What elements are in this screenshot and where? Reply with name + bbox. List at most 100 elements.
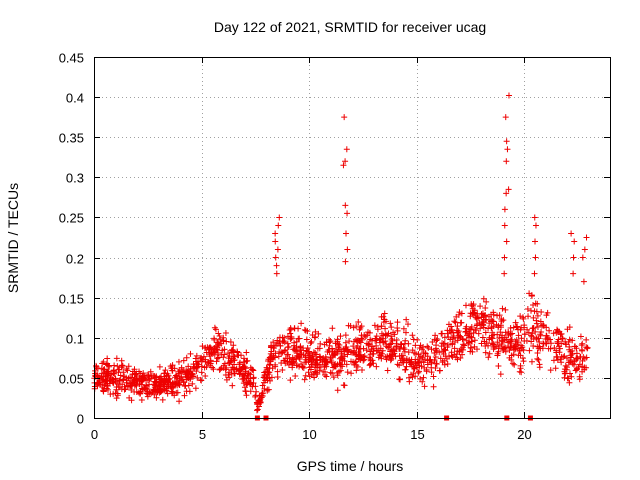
grid-lines bbox=[94, 57, 610, 418]
data-point bbox=[501, 270, 508, 277]
data-point bbox=[508, 336, 515, 343]
data-point bbox=[502, 306, 509, 313]
data-point bbox=[149, 388, 156, 395]
data-point bbox=[441, 334, 448, 341]
data-point bbox=[431, 350, 438, 357]
data-point bbox=[247, 381, 254, 388]
data-point bbox=[156, 363, 163, 370]
data-point bbox=[163, 385, 170, 392]
data-point bbox=[120, 369, 127, 376]
data-point bbox=[387, 348, 394, 355]
data-point bbox=[521, 331, 528, 338]
data-point bbox=[503, 190, 510, 197]
data-point bbox=[344, 210, 351, 217]
y-tick-label: 0.4 bbox=[66, 91, 84, 106]
data-point bbox=[493, 321, 500, 328]
data-point bbox=[123, 379, 130, 386]
data-point bbox=[488, 316, 495, 323]
data-point bbox=[470, 330, 477, 336]
data-point bbox=[98, 365, 105, 372]
data-point bbox=[286, 355, 293, 362]
data-point bbox=[353, 323, 360, 330]
data-point bbox=[303, 336, 310, 343]
data-point bbox=[448, 329, 455, 336]
data-point bbox=[482, 304, 489, 311]
data-point bbox=[448, 349, 455, 356]
data-point bbox=[254, 406, 261, 413]
data-point bbox=[121, 373, 128, 380]
data-point bbox=[167, 363, 174, 370]
data-point bbox=[505, 186, 512, 193]
data-point bbox=[557, 356, 564, 363]
data-point bbox=[482, 349, 489, 356]
data-point bbox=[306, 350, 313, 357]
chart-title: Day 122 of 2021, SRMTID for receiver uca… bbox=[214, 19, 486, 35]
data-point bbox=[293, 344, 300, 351]
data-point bbox=[432, 347, 439, 354]
data-point bbox=[185, 363, 192, 370]
data-point bbox=[409, 347, 416, 354]
data-point bbox=[579, 357, 586, 364]
data-point bbox=[242, 388, 249, 395]
data-point bbox=[449, 341, 456, 348]
data-point bbox=[327, 369, 334, 376]
data-point bbox=[272, 254, 279, 261]
data-point bbox=[142, 386, 149, 393]
data-point bbox=[380, 339, 387, 346]
data-point bbox=[515, 332, 522, 339]
data-point bbox=[387, 320, 394, 327]
data-point bbox=[353, 367, 360, 374]
data-point bbox=[526, 347, 533, 354]
data-point bbox=[285, 343, 292, 350]
x-tick-label: 20 bbox=[517, 427, 531, 442]
data-point bbox=[300, 351, 307, 358]
data-point bbox=[517, 362, 524, 369]
data-point bbox=[342, 158, 349, 165]
data-point bbox=[467, 348, 474, 355]
data-point bbox=[260, 374, 267, 381]
data-point bbox=[570, 254, 577, 261]
data-point bbox=[583, 344, 590, 351]
data-point bbox=[531, 270, 538, 277]
data-point bbox=[194, 374, 201, 381]
data-point bbox=[100, 387, 107, 394]
data-point bbox=[210, 350, 217, 357]
data-point bbox=[416, 355, 423, 362]
data-point bbox=[505, 343, 512, 350]
data-point bbox=[414, 336, 421, 343]
data-point bbox=[135, 389, 142, 396]
data-point bbox=[584, 344, 591, 351]
data-point bbox=[498, 318, 505, 325]
x-axis-label: GPS time / hours bbox=[297, 458, 404, 474]
data-point bbox=[454, 329, 461, 336]
data-point bbox=[462, 325, 469, 332]
data-point bbox=[376, 352, 383, 359]
data-point bbox=[150, 386, 157, 393]
data-point bbox=[498, 324, 505, 331]
data-point bbox=[429, 338, 436, 345]
data-point bbox=[250, 374, 257, 381]
data-point bbox=[201, 345, 208, 352]
data-point bbox=[262, 377, 269, 384]
data-point bbox=[387, 357, 394, 364]
data-point bbox=[230, 342, 237, 349]
data-point bbox=[290, 358, 297, 365]
data-point bbox=[420, 374, 427, 381]
data-point bbox=[454, 323, 461, 330]
data-point bbox=[369, 343, 376, 350]
data-point bbox=[113, 395, 120, 402]
data-point bbox=[583, 354, 590, 361]
data-point bbox=[537, 318, 544, 325]
data-point bbox=[356, 345, 363, 352]
data-point bbox=[312, 349, 319, 356]
data-point bbox=[528, 333, 535, 340]
data-point bbox=[393, 336, 400, 343]
data-point bbox=[462, 302, 469, 309]
data-point bbox=[275, 222, 282, 229]
data-point bbox=[497, 329, 504, 336]
data-point bbox=[405, 321, 412, 328]
data-point bbox=[147, 368, 154, 375]
data-point bbox=[162, 367, 169, 374]
data-point bbox=[371, 322, 378, 329]
data-point bbox=[561, 353, 568, 360]
